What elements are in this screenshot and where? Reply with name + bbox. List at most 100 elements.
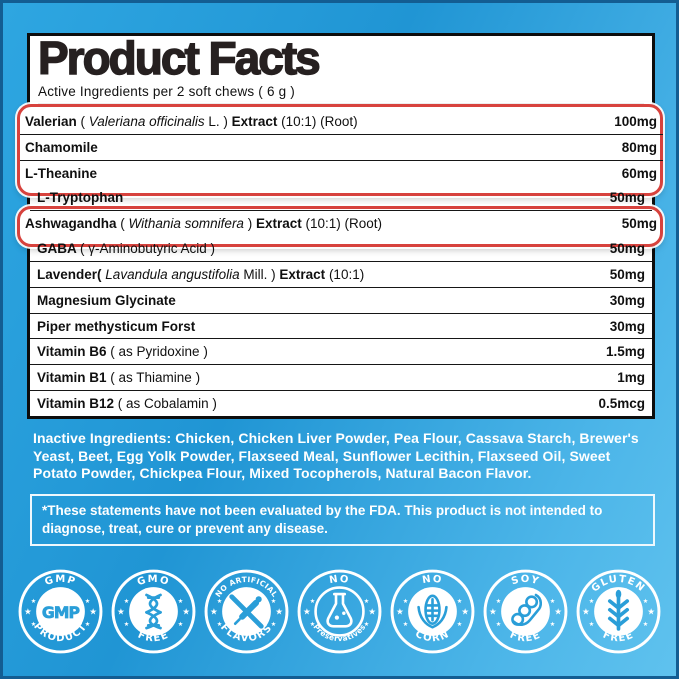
inactive-ingredients-text: Inactive Ingredients: Chicken, Chicken L…	[33, 430, 639, 481]
ingredient-amount: 30mg	[609, 292, 645, 308]
badge-top-label: SOY	[510, 574, 541, 587]
svg-text:★: ★	[210, 608, 218, 618]
star-icons: ★ ★ ★ ★ ★ ★	[210, 598, 283, 628]
panel-header: Product Facts Active Ingredients per 2 s…	[30, 31, 652, 109]
table-row: Vitamin B6 ( as Pyridoxine ) 1.5mg	[30, 339, 652, 366]
badge-no-corn: ★ ★ ★ ★ ★ ★ NO CORN	[389, 568, 476, 655]
svg-text:★: ★	[364, 621, 370, 628]
badge-ring	[390, 569, 475, 654]
svg-text:★: ★	[589, 621, 595, 628]
svg-text:★: ★	[396, 608, 404, 618]
star-icons: ★ ★ ★ ★ ★ ★	[24, 598, 97, 628]
svg-text:★: ★	[85, 598, 91, 605]
table-row: Vitamin B1 ( as Thiamine ) 1mg	[30, 365, 652, 392]
table-row: Chamomile 80mg	[20, 135, 663, 161]
badge-bottom-label: CORN	[413, 629, 451, 645]
table-row: Vitamin B12 ( as Cobalamin ) 0.5mcg	[30, 391, 652, 416]
svg-text:★: ★	[85, 621, 91, 628]
ingredient-name: Vitamin B6 ( as Pyridoxine )	[37, 344, 208, 360]
svg-text:★: ★	[124, 598, 130, 605]
svg-text:★: ★	[647, 608, 655, 618]
badge-bottom-label: FREE	[136, 630, 171, 645]
ingredient-amount: 50mg	[609, 241, 645, 257]
ingredient-amount: 30mg	[609, 318, 645, 334]
corn-icon	[417, 594, 448, 629]
ingredient-amount: 1.5mg	[605, 344, 645, 360]
ingredient-name: Chamomile	[25, 139, 98, 155]
star-icons: ★ ★ ★ ★ ★ ★	[303, 598, 376, 628]
svg-text:★: ★	[550, 621, 556, 628]
table-row: Piper methysticum Forst 30mg	[30, 314, 652, 340]
dna-icon	[145, 593, 162, 630]
svg-text:★: ★	[31, 621, 37, 628]
ingredient-amount: 1mg	[617, 370, 645, 386]
svg-text:★: ★	[217, 621, 223, 628]
star-icons: ★ ★ ★ ★ ★ ★	[489, 598, 562, 628]
svg-text:★: ★	[310, 621, 316, 628]
ingredient-name: L-Tryptophan	[37, 190, 124, 206]
svg-text:★: ★	[182, 608, 190, 618]
ingredient-amount: 80mg	[621, 139, 657, 155]
table-row: Lavender( Lavandula angustifolia Mill. )…	[30, 262, 652, 288]
product-facts-panel: Product Facts Active Ingredients per 2 s…	[17, 31, 663, 419]
svg-text:★: ★	[178, 598, 184, 605]
badge-ring	[204, 569, 289, 654]
gmp-seal-icon: GMP	[42, 603, 81, 623]
ingredient-name: Ashwagandha ( Withania somnifera ) Extra…	[25, 216, 383, 232]
table-row: Ashwagandha ( Withania somnifera ) Extra…	[20, 211, 663, 236]
badge-ring	[297, 569, 382, 654]
svg-text:★: ★	[303, 608, 311, 618]
ingredient-name: L-Theanine	[25, 165, 98, 181]
svg-text:★: ★	[178, 621, 184, 628]
ingredient-name: Magnesium Glycinate	[37, 292, 176, 308]
svg-text:★: ★	[550, 598, 556, 605]
table-row: GABA ( γ-Aminobutyric Acid ) 50mg	[30, 236, 652, 262]
svg-text:★: ★	[643, 621, 649, 628]
badge-ring	[483, 569, 568, 654]
star-icons: ★ ★ ★ ★ ★ ★	[396, 598, 469, 628]
badge-no-preservatives: ★ ★ ★ ★ ★ ★ NO Preservatives	[296, 568, 383, 655]
highlight-outline	[17, 104, 663, 196]
svg-text:GMP: GMP	[42, 603, 80, 622]
badge-bottom-label: FREE	[601, 630, 636, 645]
table-row: L-Theanine 60mg	[20, 161, 663, 186]
svg-text:★: ★	[368, 608, 376, 618]
badge-soy-free: ★ ★ ★ ★ ★ ★ SOY FREE	[482, 568, 569, 655]
svg-text:★: ★	[457, 621, 463, 628]
serving-info: Active Ingredients per 2 soft chews ( 6 …	[38, 84, 295, 99]
svg-text:★: ★	[217, 598, 223, 605]
badge-gmo-free: ★ ★ ★ ★ ★ ★ GMO FREE	[110, 568, 197, 655]
svg-text:★: ★	[554, 608, 562, 618]
svg-text:★: ★	[496, 598, 502, 605]
svg-text:★: ★	[271, 598, 277, 605]
no-preservatives-flask-icon	[326, 592, 353, 628]
ingredients-table: Valerian ( Valeriana officinalis L. ) Ex…	[17, 104, 663, 416]
svg-text:★: ★	[124, 621, 130, 628]
ingredient-name: Lavender( Lavandula angustifolia Mill. )…	[37, 266, 365, 282]
svg-text:★: ★	[489, 608, 497, 618]
svg-text:★: ★	[275, 608, 283, 618]
badge-ring	[576, 569, 661, 654]
badge-gmp-product: ★ ★ ★ ★ ★ ★ GMP PRODUCT GMP	[17, 568, 104, 655]
svg-text:★: ★	[364, 598, 370, 605]
ingredient-name: Valerian ( Valeriana officinalis L. ) Ex…	[25, 113, 358, 129]
wheat-icon	[607, 589, 630, 631]
svg-text:★: ★	[457, 598, 463, 605]
table-row: Magnesium Glycinate 30mg	[30, 288, 652, 314]
svg-text:★: ★	[496, 621, 502, 628]
no-artificial-flavors-icon	[229, 594, 264, 629]
badge-ring	[18, 569, 103, 654]
badge-top-label: GMO	[136, 574, 171, 588]
badge-ring	[111, 569, 196, 654]
svg-text:★: ★	[461, 608, 469, 618]
badge-top-label: NO	[422, 574, 444, 586]
soybean-icon	[511, 593, 543, 626]
star-icons: ★ ★ ★ ★ ★ ★	[582, 598, 655, 628]
ingredient-amount: 50mg	[621, 216, 657, 232]
highlight-outline	[17, 206, 663, 247]
svg-text:★: ★	[589, 598, 595, 605]
ingredient-name: Vitamin B12 ( as Cobalamin )	[37, 396, 217, 412]
table-row: Valerian ( Valeriana officinalis L. ) Ex…	[20, 109, 663, 135]
badge-no-artificial-flavors: ★ ★ ★ ★ ★ ★ NO ARTIFICIAL FLAVORS	[203, 568, 290, 655]
